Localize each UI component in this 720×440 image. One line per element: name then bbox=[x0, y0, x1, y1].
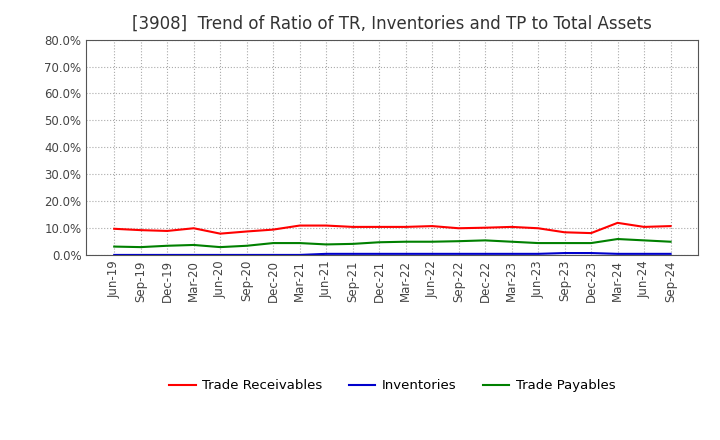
Trade Payables bbox=[508, 239, 516, 244]
Inventories bbox=[163, 252, 171, 257]
Trade Payables bbox=[454, 238, 463, 244]
Trade Receivables bbox=[428, 224, 436, 229]
Trade Payables bbox=[428, 239, 436, 244]
Inventories bbox=[666, 251, 675, 257]
Trade Payables bbox=[481, 238, 490, 243]
Trade Receivables bbox=[587, 231, 595, 236]
Trade Payables bbox=[375, 240, 384, 245]
Inventories bbox=[243, 252, 251, 257]
Trade Receivables bbox=[401, 224, 410, 230]
Inventories bbox=[534, 251, 542, 257]
Trade Receivables bbox=[560, 230, 569, 235]
Inventories bbox=[613, 251, 622, 257]
Inventories bbox=[481, 251, 490, 257]
Trade Receivables bbox=[243, 229, 251, 234]
Trade Receivables bbox=[508, 224, 516, 230]
Trade Payables bbox=[401, 239, 410, 244]
Trade Receivables bbox=[534, 226, 542, 231]
Trade Receivables bbox=[136, 227, 145, 233]
Inventories bbox=[560, 250, 569, 256]
Trade Receivables bbox=[666, 224, 675, 229]
Trade Receivables bbox=[295, 223, 304, 228]
Trade Receivables bbox=[640, 224, 649, 230]
Line: Inventories: Inventories bbox=[114, 253, 670, 255]
Trade Payables bbox=[163, 243, 171, 249]
Trade Payables bbox=[322, 242, 330, 247]
Trade Payables bbox=[243, 243, 251, 249]
Inventories bbox=[401, 251, 410, 257]
Trade Payables bbox=[613, 236, 622, 242]
Trade Payables bbox=[295, 240, 304, 246]
Inventories bbox=[454, 251, 463, 257]
Inventories bbox=[428, 251, 436, 257]
Inventories bbox=[216, 252, 225, 257]
Inventories bbox=[348, 251, 357, 257]
Trade Receivables bbox=[189, 226, 198, 231]
Trade Receivables bbox=[348, 224, 357, 230]
Inventories bbox=[189, 252, 198, 257]
Inventories bbox=[269, 252, 277, 257]
Trade Receivables bbox=[613, 220, 622, 225]
Inventories bbox=[375, 251, 384, 257]
Inventories bbox=[322, 251, 330, 257]
Trade Payables bbox=[189, 242, 198, 248]
Legend: Trade Receivables, Inventories, Trade Payables: Trade Receivables, Inventories, Trade Pa… bbox=[164, 374, 621, 397]
Trade Receivables bbox=[216, 231, 225, 236]
Trade Payables bbox=[110, 244, 119, 249]
Trade Payables bbox=[269, 240, 277, 246]
Trade Payables bbox=[136, 245, 145, 250]
Line: Trade Payables: Trade Payables bbox=[114, 239, 670, 247]
Trade Payables bbox=[216, 245, 225, 250]
Trade Receivables bbox=[163, 228, 171, 234]
Inventories bbox=[508, 251, 516, 257]
Trade Payables bbox=[587, 240, 595, 246]
Inventories bbox=[640, 251, 649, 257]
Trade Receivables bbox=[322, 223, 330, 228]
Trade Receivables bbox=[375, 224, 384, 230]
Title: [3908]  Trend of Ratio of TR, Inventories and TP to Total Assets: [3908] Trend of Ratio of TR, Inventories… bbox=[132, 15, 652, 33]
Trade Receivables bbox=[481, 225, 490, 231]
Trade Receivables bbox=[454, 226, 463, 231]
Trade Payables bbox=[560, 240, 569, 246]
Trade Receivables bbox=[110, 226, 119, 231]
Inventories bbox=[587, 250, 595, 256]
Trade Receivables bbox=[269, 227, 277, 232]
Inventories bbox=[136, 252, 145, 257]
Inventories bbox=[295, 252, 304, 257]
Trade Payables bbox=[666, 239, 675, 244]
Inventories bbox=[110, 252, 119, 257]
Trade Payables bbox=[640, 238, 649, 243]
Trade Payables bbox=[348, 241, 357, 246]
Trade Payables bbox=[534, 240, 542, 246]
Line: Trade Receivables: Trade Receivables bbox=[114, 223, 670, 234]
